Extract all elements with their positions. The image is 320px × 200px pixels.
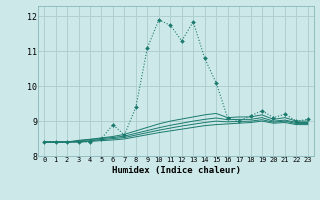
X-axis label: Humidex (Indice chaleur): Humidex (Indice chaleur) <box>111 166 241 175</box>
